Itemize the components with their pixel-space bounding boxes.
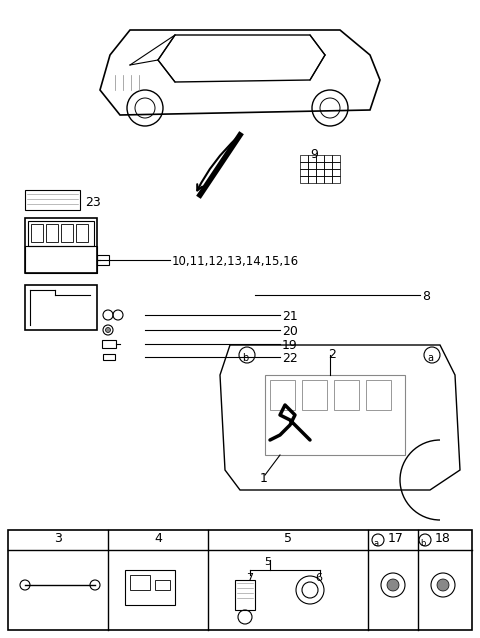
Text: 10,11,12,13,14,15,16: 10,11,12,13,14,15,16 xyxy=(172,255,299,268)
Bar xyxy=(102,340,116,348)
Bar xyxy=(308,155,316,162)
Bar xyxy=(270,380,295,410)
Circle shape xyxy=(437,579,449,591)
Bar xyxy=(332,176,340,183)
Bar xyxy=(31,224,43,242)
Bar xyxy=(324,162,332,169)
Text: 18: 18 xyxy=(435,532,451,545)
Text: 3: 3 xyxy=(54,532,62,545)
Bar xyxy=(103,354,115,360)
Bar xyxy=(308,169,316,176)
Bar xyxy=(125,570,175,605)
Text: 5: 5 xyxy=(284,532,292,545)
Bar xyxy=(316,176,324,183)
Bar xyxy=(324,169,332,176)
Bar xyxy=(25,246,97,273)
Text: 9: 9 xyxy=(310,148,318,161)
Bar xyxy=(155,580,170,590)
Bar xyxy=(25,218,97,273)
Circle shape xyxy=(387,579,399,591)
Bar xyxy=(308,162,316,169)
Text: 5: 5 xyxy=(264,557,272,567)
Text: 22: 22 xyxy=(282,352,298,365)
Bar xyxy=(324,176,332,183)
Bar xyxy=(332,162,340,169)
Text: a: a xyxy=(373,538,379,547)
Bar xyxy=(316,169,324,176)
Bar xyxy=(265,375,405,455)
Bar xyxy=(300,169,308,176)
Bar xyxy=(332,169,340,176)
Bar xyxy=(25,190,80,210)
Text: 21: 21 xyxy=(282,310,298,323)
Bar xyxy=(316,155,324,162)
Text: a: a xyxy=(427,353,433,363)
Bar xyxy=(308,176,316,183)
Bar xyxy=(316,162,324,169)
Bar xyxy=(61,224,73,242)
Bar xyxy=(25,285,97,330)
Text: 1: 1 xyxy=(260,472,268,485)
Bar xyxy=(324,155,332,162)
Bar xyxy=(46,224,58,242)
Bar xyxy=(28,221,94,246)
Bar xyxy=(300,176,308,183)
Bar xyxy=(332,155,340,162)
Bar xyxy=(300,162,308,169)
Text: 20: 20 xyxy=(282,325,298,338)
Text: 7: 7 xyxy=(246,573,253,583)
Bar xyxy=(334,380,359,410)
Text: b: b xyxy=(420,538,426,547)
Text: b: b xyxy=(242,353,248,363)
Bar xyxy=(97,255,109,265)
Circle shape xyxy=(106,327,110,332)
Bar xyxy=(8,530,472,630)
Text: 4: 4 xyxy=(154,532,162,545)
Text: 19: 19 xyxy=(282,339,298,352)
Bar xyxy=(76,224,88,242)
Text: 6: 6 xyxy=(315,573,322,583)
Text: 17: 17 xyxy=(388,532,404,545)
Text: 23: 23 xyxy=(85,196,101,209)
Bar xyxy=(235,580,255,610)
Text: 2: 2 xyxy=(328,348,336,361)
Bar xyxy=(302,380,327,410)
Text: 8: 8 xyxy=(422,290,430,303)
Bar xyxy=(366,380,391,410)
Bar xyxy=(300,155,308,162)
Bar xyxy=(130,575,150,590)
